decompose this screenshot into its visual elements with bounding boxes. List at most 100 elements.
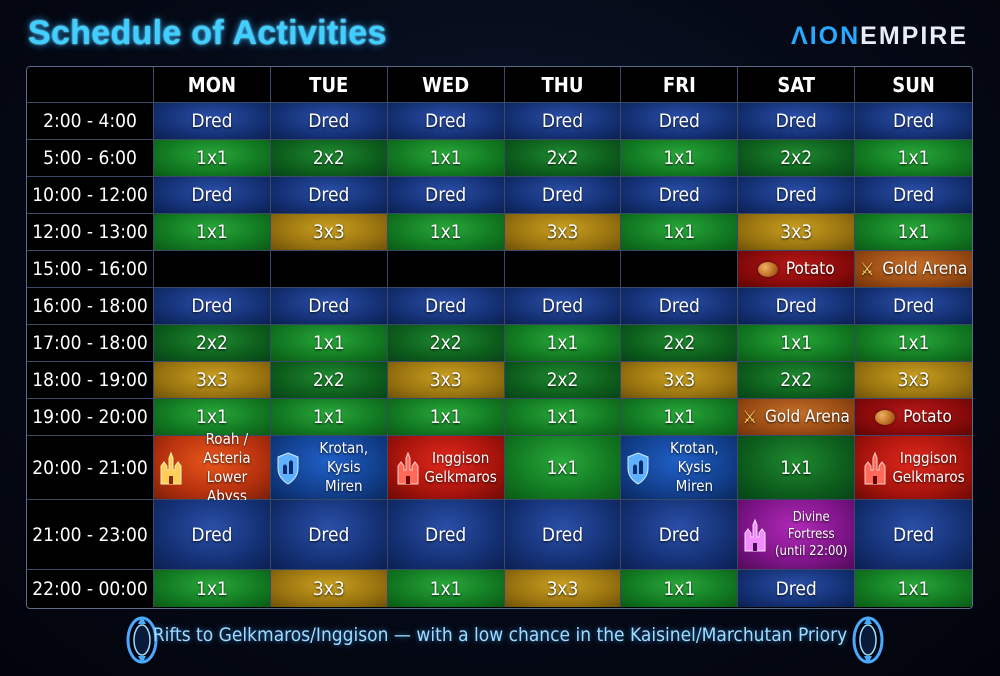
castle-icon (742, 517, 768, 553)
schedule-cell-potato: Potato (738, 251, 856, 288)
fortress-region: Gelkmaros (424, 467, 497, 486)
time-label: 22:00 - 00:00 (27, 570, 154, 607)
fortress-name: Roah / Asteria (203, 429, 251, 467)
schedule-cell: 2x2 (504, 362, 622, 399)
schedule-cell: Dred (738, 103, 856, 140)
schedule-cell: 1x1 (855, 325, 972, 362)
schedule-cell: Dred (621, 103, 739, 140)
schedule-cell: 1x1 (621, 214, 739, 251)
schedule-cell: 2x2 (387, 325, 505, 362)
schedule-cell: 3x3 (504, 570, 622, 607)
event-label: Potato (785, 259, 835, 279)
schedule-cell: 2x2 (738, 140, 856, 177)
fortress-name: Krotan, Kysis (669, 439, 719, 476)
castle-icon (158, 450, 184, 486)
schedule-cell: 1x1 (504, 436, 622, 500)
day-header-fri: FRI (621, 67, 739, 103)
schedule-cell: Dred (154, 288, 271, 325)
schedule-cell: Dred (504, 177, 622, 214)
schedule-cell: 1x1 (621, 140, 739, 177)
schedule-cell: Dred (154, 103, 271, 140)
schedule-cell: Dred (154, 500, 271, 570)
schedule-cell-fortress: Inggison Gelkmaros (855, 436, 972, 500)
logo-suffix: EMPIRE (860, 22, 968, 50)
schedule-cell: Dred (387, 103, 505, 140)
rift-portal-icon (852, 616, 884, 664)
shield-castle-icon (625, 450, 651, 486)
time-label: 12:00 - 13:00 (27, 214, 154, 251)
schedule-cell-empty (387, 251, 505, 288)
schedule-cell: 1x1 (621, 399, 739, 436)
schedule-cell: Dred (738, 288, 856, 325)
schedule-cell: 1x1 (738, 436, 856, 500)
potato-icon (757, 261, 778, 277)
schedule-cell: 3x3 (855, 362, 972, 399)
schedule-cell: 1x1 (270, 399, 388, 436)
schedule-cell: 2x2 (270, 140, 388, 177)
schedule-cell: 1x1 (387, 399, 505, 436)
schedule-cell: 2x2 (270, 362, 388, 399)
schedule-cell: 1x1 (270, 325, 388, 362)
schedule-cell: Dred (387, 177, 505, 214)
crossed-swords-icon: ⚔ (742, 406, 758, 428)
schedule-cell: Dred (504, 103, 622, 140)
schedule-cell: 3x3 (621, 362, 739, 399)
schedule-cell-fortress: Inggison Gelkmaros (387, 436, 505, 500)
day-header-tue: TUE (270, 67, 388, 103)
schedule-cell: 1x1 (855, 214, 972, 251)
schedule-cell: 3x3 (504, 214, 622, 251)
schedule-cell: 1x1 (504, 325, 622, 362)
schedule-cell: Dred (855, 103, 972, 140)
schedule-table: MON TUE WED THU FRI SAT SUN 2:00 - 4:00 … (26, 66, 973, 609)
day-header-mon: MON (154, 67, 271, 103)
time-label: 5:00 - 6:00 (27, 140, 154, 177)
schedule-cell-empty (504, 251, 622, 288)
schedule-cell: 2x2 (738, 362, 856, 399)
time-label: 20:00 - 21:00 (27, 436, 154, 500)
time-label: 17:00 - 18:00 (27, 325, 154, 362)
event-label: Potato (903, 407, 952, 427)
schedule-cell: Dred (855, 500, 972, 570)
schedule-cell: Dred (621, 177, 739, 214)
time-label: 10:00 - 12:00 (27, 177, 154, 214)
time-label: 2:00 - 4:00 (27, 103, 154, 140)
schedule-cell: Dred (154, 177, 271, 214)
schedule-cell-gold-arena: ⚔ Gold Arena (738, 399, 856, 436)
time-label: 16:00 - 18:00 (27, 288, 154, 325)
schedule-cell: Dred (504, 288, 622, 325)
fortress-region: Miren (325, 477, 363, 495)
schedule-cell: 1x1 (154, 140, 271, 177)
schedule-cell: Dred (270, 103, 388, 140)
schedule-cell: Dred (621, 288, 739, 325)
logo-prefix: ΛION (791, 22, 861, 50)
schedule-cell: 3x3 (270, 214, 388, 251)
fortress-region: Gelkmaros (892, 467, 965, 486)
schedule-cell: Dred (855, 177, 972, 214)
schedule-cell-fortress: Krotan, Kysis Miren (621, 436, 739, 500)
schedule-cell: Dred (270, 177, 388, 214)
schedule-cell-divine-fortress: Divine Fortress (until 22:00) (738, 500, 856, 570)
schedule-cell: 3x3 (387, 362, 505, 399)
event-label: Gold Arena (765, 407, 850, 427)
day-header-wed: WED (387, 67, 505, 103)
time-label: 18:00 - 19:00 (27, 362, 154, 399)
fortress-name: Inggison (899, 448, 958, 467)
schedule-cell: 3x3 (270, 570, 388, 607)
schedule-cell: 1x1 (154, 399, 271, 436)
schedule-cell: Dred (270, 288, 388, 325)
schedule-cell: 1x1 (154, 570, 271, 607)
schedule-cell: 3x3 (154, 362, 271, 399)
time-label: 19:00 - 20:00 (27, 399, 154, 436)
shield-castle-icon (275, 450, 301, 486)
schedule-cell-empty (270, 251, 388, 288)
schedule-cell: 1x1 (154, 214, 271, 251)
fortress-name: Divine Fortress (787, 510, 835, 542)
schedule-cell-fortress: Krotan, Kysis Miren (270, 436, 388, 500)
page-title: Schedule of Activities (28, 14, 387, 52)
schedule-cell: Dred (387, 500, 505, 570)
castle-icon (395, 450, 421, 486)
time-label: 21:00 - 23:00 (27, 500, 154, 570)
fortress-region: Miren (675, 477, 714, 495)
rift-portal-icon (126, 616, 158, 664)
schedule-cell: 1x1 (504, 399, 622, 436)
